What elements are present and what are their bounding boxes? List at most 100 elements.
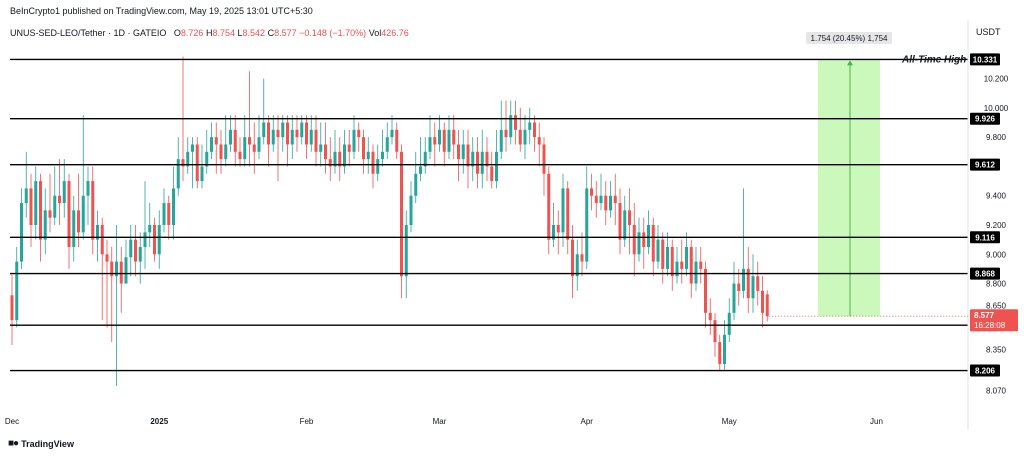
candle-body [86, 181, 90, 196]
candle [433, 122, 437, 167]
candle [195, 137, 199, 189]
candle-body [210, 137, 213, 152]
candle [737, 268, 741, 306]
candle-body [694, 261, 698, 284]
low-label: L [237, 28, 243, 38]
candle-body [110, 261, 114, 277]
candle [338, 137, 342, 182]
candle-body [637, 232, 641, 255]
candle [167, 195, 171, 240]
candle [243, 115, 247, 167]
price-tick-label: 9.400 [986, 192, 1007, 201]
candle [20, 188, 23, 269]
candle [670, 239, 674, 291]
candle [414, 151, 418, 204]
candle-body [295, 129, 299, 138]
time-tick-label: Dec [5, 417, 19, 426]
candle-body [352, 129, 356, 152]
candle-body [385, 137, 389, 152]
candle [77, 173, 80, 247]
time-tick-label: Feb [300, 417, 314, 426]
candle-body [552, 225, 555, 240]
price-tick-label: 8.800 [986, 280, 1007, 289]
candle-body [438, 129, 441, 145]
candle-body [599, 195, 603, 204]
candle [713, 312, 717, 357]
candle-body [333, 151, 337, 167]
candle [461, 129, 465, 174]
candle [210, 122, 213, 160]
candle [262, 78, 266, 145]
candle [96, 210, 99, 262]
candle [53, 166, 57, 225]
candle-body [357, 129, 361, 138]
candle-body [452, 129, 456, 145]
candle-body [457, 144, 460, 160]
candle [476, 137, 479, 189]
open-label: O [173, 28, 181, 38]
candle-body [765, 294, 769, 317]
candle [409, 181, 413, 233]
time-axis[interactable]: Dec 2025 Feb Mar Apr May Jun [5, 417, 883, 426]
high-label: H [205, 28, 213, 38]
candle-body [224, 144, 228, 160]
candle [153, 217, 156, 262]
candle [490, 151, 494, 189]
candle [48, 173, 52, 233]
candle [119, 246, 123, 313]
publisher-line: BeInCrypto1 published on TradingView.com… [10, 6, 313, 16]
candle-body [362, 137, 365, 160]
candle-body [115, 261, 118, 277]
candle [666, 232, 669, 277]
candle [309, 115, 313, 152]
level-badge: 8.206 [970, 364, 1000, 377]
level-badge-label: 10.331 [973, 55, 998, 64]
candle [224, 115, 228, 167]
candle [509, 100, 513, 145]
candle [647, 210, 650, 255]
candle [651, 217, 655, 277]
candle [594, 181, 598, 218]
candles [10, 56, 769, 387]
candle-body [561, 188, 565, 233]
price-tick-label: 8.070 [986, 386, 1007, 395]
candle [547, 166, 551, 255]
candle-body [376, 159, 380, 174]
time-tick-label: Mar [433, 417, 447, 426]
candle [200, 144, 204, 189]
candle-body [124, 257, 128, 284]
candle [157, 210, 161, 269]
candle [362, 129, 365, 174]
currency-selector[interactable]: USDT [976, 27, 1001, 37]
candle-body [62, 181, 66, 204]
candle [656, 225, 660, 269]
candle-body [556, 225, 560, 233]
candle-body [632, 225, 636, 255]
candle-body [257, 137, 261, 152]
candle-body [271, 129, 275, 145]
price-axis[interactable]: 10.200 10.000 9.800 9.400 9.200 9.000 8.800 8.6… [984, 75, 1009, 396]
candle [718, 334, 722, 372]
candle-body [195, 144, 199, 182]
candle-body [29, 188, 33, 225]
candle-body [67, 181, 71, 247]
candle [34, 166, 38, 240]
candle-body [390, 129, 394, 138]
candle-body [680, 261, 684, 269]
candle [191, 137, 194, 189]
candle [533, 115, 536, 152]
candle [642, 217, 646, 269]
candle [457, 129, 460, 182]
candle [58, 159, 61, 225]
candle-body [480, 151, 484, 174]
close-label: C [267, 28, 275, 38]
candle [552, 203, 555, 247]
candle [276, 115, 280, 182]
candle [447, 115, 451, 160]
candle [328, 137, 332, 182]
candle [333, 129, 337, 174]
candle [514, 100, 517, 145]
candle [746, 246, 750, 313]
candle [438, 115, 441, 152]
